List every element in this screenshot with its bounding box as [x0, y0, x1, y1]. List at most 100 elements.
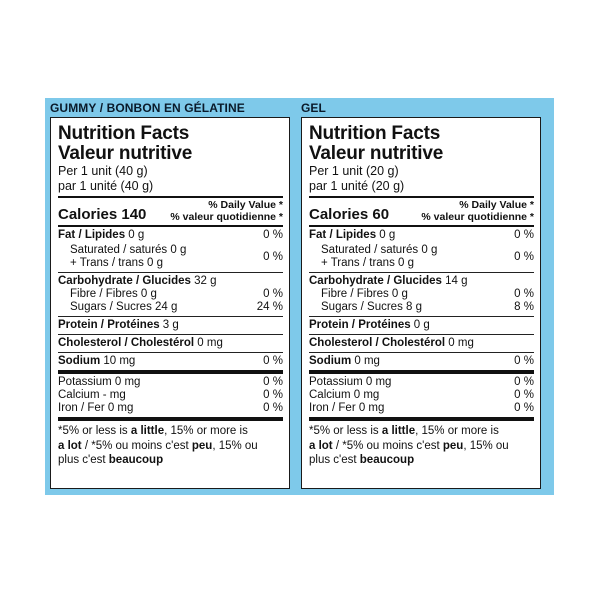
footnote-bold: a lot [58, 439, 82, 452]
divider [58, 370, 283, 374]
fat-row: Fat / Lipides 0 g 0 % [58, 227, 283, 244]
footnote-text: , 15% or more is [415, 425, 499, 437]
sat-trans-row: Saturated / saturés 0 g + Trans / trans … [58, 244, 283, 272]
nutrition-facts-panel: Nutrition Facts Valeur nutritive Per 1 u… [50, 117, 290, 489]
footnote-text: *5% or less is [309, 425, 382, 437]
footnote: *5% or less is a little, 15% or more is … [309, 421, 534, 468]
potassium-row: Potassium 0 mg 0 % [309, 374, 534, 389]
fibre-line: Fibre / Fibres 0 g [70, 288, 157, 300]
iron-row: Iron / Fer 0 mg 0 % [309, 402, 534, 417]
calcium-dv: 0 % [263, 389, 283, 401]
serving-fr: par 1 unité (20 g) [309, 179, 405, 193]
trans-line: + Trans / trans 0 g [321, 257, 415, 269]
potassium-dv: 0 % [263, 376, 283, 388]
calories: Calories 60 [309, 206, 390, 223]
dv-fr: % valeur quotidienne * [421, 210, 534, 223]
divider [58, 316, 283, 317]
sugars-line: Sugars / Sucres 24 g [70, 301, 178, 313]
sodium-row: Sodium 10 mg 0 % [58, 353, 283, 370]
fat-label: Fat / Lipides [309, 229, 377, 241]
dv-fr: % valeur quotidienne * [170, 210, 283, 223]
calories-row: Calories 60 % Daily Value * % valeur quo… [309, 198, 534, 225]
sugars-row: Sugars / Sucres 8 g 8 % [309, 301, 534, 316]
calories: Calories 140 [58, 206, 147, 223]
divider [309, 316, 534, 317]
fat-label: Fat / Lipides [58, 229, 126, 241]
fat-value: 0 g [125, 229, 145, 241]
sodium-dv: 0 % [263, 355, 283, 367]
footnote-bold: a little [130, 425, 165, 437]
potassium-row: Potassium 0 mg 0 % [58, 374, 283, 389]
protein-label: Protein / Protéines [58, 319, 160, 331]
protein-label: Protein / Protéines [309, 319, 411, 331]
divider [309, 225, 534, 227]
daily-value-header: % Daily Value * % valeur quotidienne * [421, 199, 534, 223]
potassium-line: Potassium 0 mg [58, 376, 141, 388]
serving-en: Per 1 unit (40 g) [58, 164, 148, 178]
divider [58, 417, 283, 421]
fat-dv: 0 % [263, 229, 283, 241]
title-en: Nutrition Facts [309, 123, 441, 144]
footnote-text: *5% or less is [58, 425, 131, 437]
calcium-line: Calcium 0 mg [309, 389, 380, 401]
sodium-value: 0 mg [351, 355, 380, 367]
footnote-bold: a little [381, 425, 416, 437]
divider [58, 196, 283, 198]
cholesterol-label: Cholesterol / Cholestérol [309, 337, 446, 349]
calcium-line: Calcium - mg [58, 389, 126, 401]
iron-dv: 0 % [263, 402, 283, 414]
carb-label: Carbohydrate / Glucides [309, 275, 442, 287]
footnote-text: , 15% or more is [164, 425, 248, 437]
protein-row: Protein / Protéines 3 g [58, 317, 283, 334]
fibre-row: Fibre / Fibres 0 g 0 % [309, 288, 534, 301]
fat-row: Fat / Lipides 0 g 0 % [309, 227, 534, 244]
footnote-text: / *5% ou moins c'est [332, 439, 443, 452]
protein-value: 3 g [159, 319, 179, 331]
calcium-dv: 0 % [514, 389, 534, 401]
footnote-bold: a lot [309, 439, 333, 452]
trans-line: + Trans / trans 0 g [70, 257, 164, 269]
dv-en: % Daily Value * [208, 199, 283, 211]
title-fr: Valeur nutritive [309, 143, 444, 164]
calcium-row: Calcium 0 mg 0 % [309, 389, 534, 402]
carb-label: Carbohydrate / Glucides [58, 275, 191, 287]
divider [309, 370, 534, 374]
protein-row: Protein / Protéines 0 g [309, 317, 534, 334]
sat-trans-dv: 0 % [514, 251, 534, 263]
title-en: Nutrition Facts [58, 123, 190, 144]
title-fr: Valeur nutritive [58, 143, 193, 164]
footnote-bold: beaucoup [359, 454, 415, 466]
sodium-dv: 0 % [514, 355, 534, 367]
cholesterol-row: Cholesterol / Cholestérol 0 mg [309, 335, 534, 352]
sodium-value: 10 mg [100, 355, 136, 367]
iron-row: Iron / Fer 0 mg 0 % [58, 402, 283, 417]
iron-line: Iron / Fer 0 mg [309, 402, 385, 414]
carb-row: Carbohydrate / Glucides 14 g [309, 273, 534, 288]
footnote: *5% or less is a little, 15% or more is … [58, 421, 283, 468]
fibre-line: Fibre / Fibres 0 g [321, 288, 408, 300]
cholesterol-label: Cholesterol / Cholestérol [58, 337, 195, 349]
divider [58, 225, 283, 227]
divider [58, 334, 283, 335]
serving-fr: par 1 unité (40 g) [58, 179, 154, 193]
serving-en: Per 1 unit (20 g) [309, 164, 399, 178]
panel-header: GEL [301, 101, 326, 115]
panel-header: GUMMY / BONBON EN GÉLATINE [50, 101, 245, 115]
divider [309, 272, 534, 273]
footnote-text: plus c'est [309, 454, 360, 466]
footnote-text: / *5% ou moins c'est [81, 439, 192, 452]
sodium-label: Sodium [58, 355, 101, 367]
fat-value: 0 g [376, 229, 396, 241]
divider [309, 352, 534, 353]
saturated-line: Saturated / saturés 0 g [321, 244, 438, 256]
divider [58, 272, 283, 273]
sodium-label: Sodium [309, 355, 352, 367]
protein-value: 0 g [410, 319, 430, 331]
calcium-row: Calcium - mg 0 % [58, 389, 283, 402]
sodium-row: Sodium 0 mg 0 % [309, 353, 534, 370]
iron-line: Iron / Fer 0 mg [58, 402, 134, 414]
footnote-text: , 15% ou [212, 439, 258, 452]
divider [58, 352, 283, 353]
divider [309, 196, 534, 198]
potassium-line: Potassium 0 mg [309, 376, 392, 388]
